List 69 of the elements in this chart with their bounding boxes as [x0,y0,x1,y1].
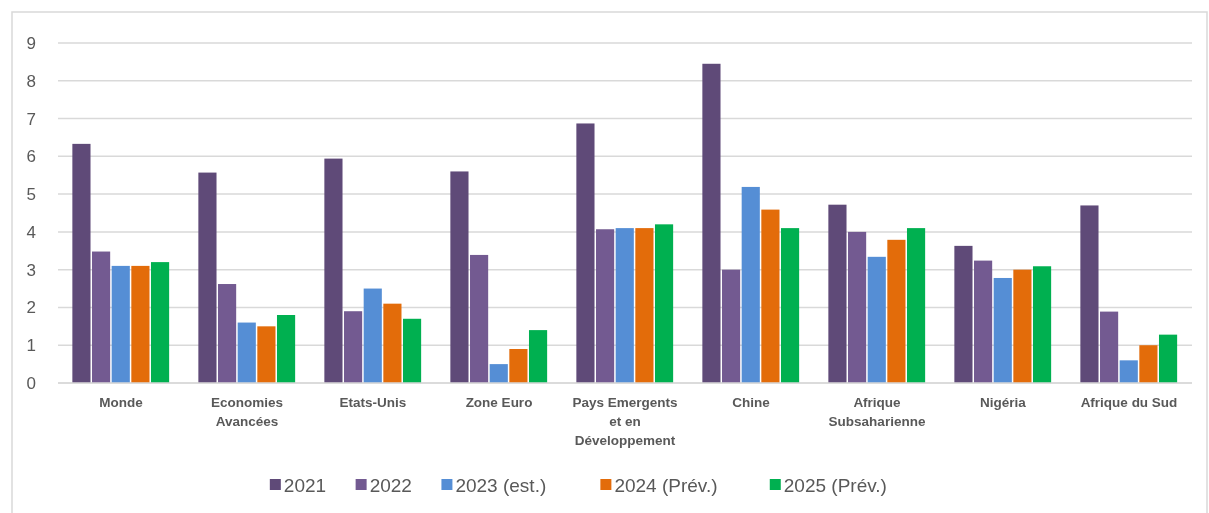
bar [509,349,528,383]
y-tick-label: 7 [26,109,36,129]
x-tick-label: Economies Avancées [210,395,284,429]
y-tick-label: 3 [26,260,36,280]
bar [1100,311,1119,383]
legend-label: 2022 [369,474,412,496]
y-tick-label: 2 [26,298,36,318]
bar [954,245,973,383]
bar [450,171,469,383]
bar [906,228,926,383]
bar [722,269,741,383]
bar [702,63,721,383]
bar [867,256,886,383]
y-tick-label: 4 [26,222,36,242]
bar [828,204,847,383]
bar [363,288,382,383]
bar [489,364,508,383]
bar [780,228,800,383]
bar [1119,360,1138,383]
legend-label: 2024 (Prév.) [614,474,718,496]
x-tick-label: Chine [732,395,771,410]
bar [848,231,867,383]
bar [150,262,170,383]
x-tick-label: Zone Euro [465,395,533,410]
bar [761,209,780,383]
bar [528,330,548,383]
bar [1032,266,1052,383]
x-tick-label: Etats-Unis [339,395,407,410]
bar [654,224,674,383]
legend-label: 2023 (est.) [455,474,547,496]
bar [276,315,296,383]
x-tick-label: Afrique du Sud [1080,395,1178,410]
x-tick-label: Nigéria [980,395,1027,410]
y-tick-label: 6 [26,147,36,167]
bar [596,229,615,383]
y-tick-label: 5 [26,185,36,205]
bar [111,265,130,383]
bar [383,303,402,383]
legend-label: 2025 (Prév.) [783,474,887,496]
bar [576,123,595,383]
legend-label: 2021 [283,474,327,496]
bar [324,158,343,383]
y-tick-label: 8 [26,71,36,91]
bar [1080,205,1099,383]
bar [635,228,654,383]
x-tick-label: Afrique Subsaharienne [828,395,926,429]
bar [218,284,237,383]
bar [615,228,634,383]
bar [237,322,256,383]
bar [131,265,150,383]
bar [1013,269,1032,383]
bar [1158,334,1178,383]
bar [1139,345,1158,383]
bar [344,311,363,383]
bar [741,186,760,383]
y-tick-label: 1 [26,336,36,356]
bar [257,326,276,383]
bar [402,318,422,383]
bar [72,143,91,383]
x-tick-label: Pays Emergents et en Développement [572,395,678,448]
bar [974,260,993,383]
bar [198,172,217,383]
bar [92,251,111,383]
bar [470,254,489,383]
y-tick-label: 9 [26,33,36,53]
x-tick-label: Monde [99,395,144,410]
bar [887,239,906,383]
bar [993,277,1012,383]
y-tick-label: 0 [26,373,36,393]
